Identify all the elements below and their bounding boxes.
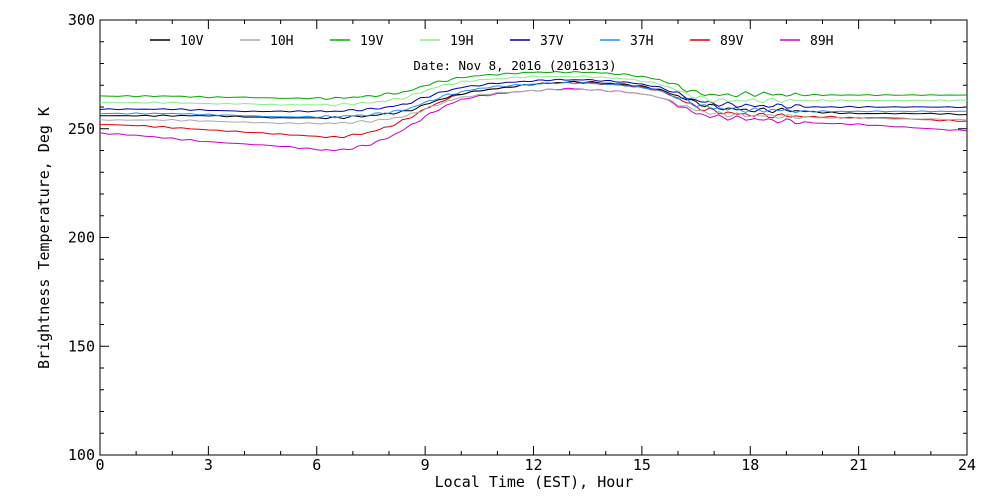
date-annotation: Date: Nov 8, 2016 (2016313) [413,58,616,73]
x-tick-label: 24 [958,456,976,474]
legend: 10V 10H 19V 19H 37V 37H 89V 89H [150,34,833,49]
series-line-10h [99,88,968,125]
y-tick-label: 100 [68,446,95,464]
y-tick-label: 200 [68,229,95,247]
legend-label-19v: 19V [360,34,384,49]
legend-label-89v: 89V [720,34,744,49]
series-line-37v [99,78,968,113]
x-tick-label: 3 [204,456,213,474]
axis-ticks [99,19,968,456]
legend-label-10v: 10V [180,34,204,49]
series-line-37h [99,81,968,119]
x-tick-label: 15 [633,456,651,474]
x-tick-label: 21 [850,456,868,474]
legend-label-37v: 37V [540,34,564,49]
x-tick-label: 9 [421,456,430,474]
x-tick-label: 18 [741,456,759,474]
x-tick-label: 12 [524,456,542,474]
y-axis-label: Brightness Temperature, Deg K [35,107,53,369]
x-tick-label: 6 [312,456,321,474]
series-lines [99,70,968,152]
legend-label-19h: 19H [450,34,473,49]
axis-tick-labels: 0 3 6 9 12 15 18 21 24 100 150 200 250 300 [68,11,976,474]
legend-label-10h: 10H [270,34,293,49]
y-tick-label: 150 [68,337,95,355]
x-axis-label: Local Time (EST), Hour [435,473,634,491]
y-tick-label: 300 [68,11,95,29]
series-line-19v [99,70,968,101]
series-line-19h [100,75,968,107]
legend-label-89h: 89H [810,34,833,49]
legend-label-37h: 37H [630,34,653,49]
x-tick-label: 0 [95,456,104,474]
y-tick-label: 250 [68,120,95,138]
